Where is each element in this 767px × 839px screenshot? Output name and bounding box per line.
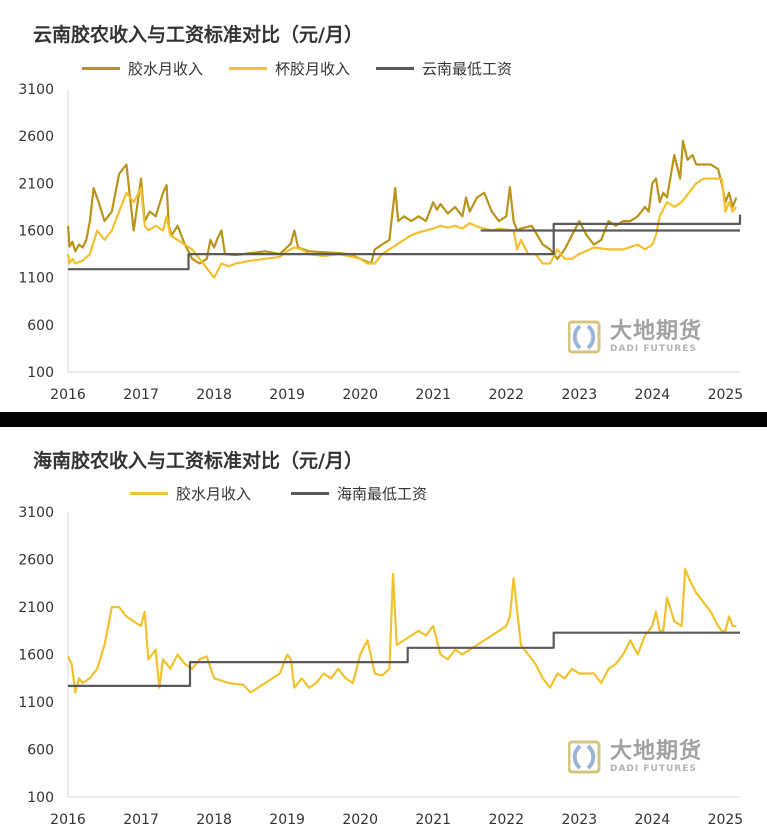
x-tick-label: 2025 xyxy=(708,387,744,403)
series-0 xyxy=(67,567,737,694)
y-tick-label: 1600 xyxy=(18,648,54,664)
yunnan-plot: 100 600 1100 1600 2100 2600 3100 2016 2017 2018 20… xyxy=(18,82,744,403)
series-2 xyxy=(68,229,740,271)
series-1 xyxy=(68,631,740,687)
y-tick-label: 2100 xyxy=(18,176,54,192)
legend-item-cup-lump-income: 杯胶月收入 xyxy=(229,58,350,79)
x-tick-label: 2017 xyxy=(123,387,159,403)
panel-divider xyxy=(0,412,767,427)
watermark: 大地期货 DADI FUTURES xyxy=(568,740,702,774)
legend-label: 云南最低工资 xyxy=(422,60,513,78)
x-tick-label: 2019 xyxy=(269,812,305,828)
x-tick-label: 2023 xyxy=(561,387,597,403)
series-line xyxy=(68,229,740,271)
x-tick-label: 2023 xyxy=(561,812,597,828)
x-tick-label: 2022 xyxy=(488,812,524,828)
chart-legend: 胶水月收入 海南最低工资 xyxy=(130,483,453,504)
series-line xyxy=(480,214,742,232)
y-tick-label: 100 xyxy=(27,365,54,381)
y-tick-label: 1100 xyxy=(18,271,54,287)
legend-label: 杯胶月收入 xyxy=(275,60,351,78)
legend-swatch xyxy=(291,492,330,495)
chart-title: 云南胶农收入与工资标准对比（元/月） xyxy=(33,24,363,46)
watermark-en: DADI FUTURES xyxy=(610,763,697,774)
legend-swatch xyxy=(82,67,120,70)
x-tick-label: 2019 xyxy=(269,387,305,403)
series-1 xyxy=(66,177,738,279)
series-line xyxy=(68,631,740,687)
x-tick-label: 2024 xyxy=(635,387,671,403)
hainan-chart-panel: 海南胶农收入与工资标准对比（元/月） 胶水月收入 海南最低工资 100 600 11… xyxy=(0,427,767,839)
series-line xyxy=(67,567,737,694)
x-tick-label: 2020 xyxy=(342,387,378,403)
legend-item-rubber-water-income: 胶水月收入 xyxy=(82,58,203,79)
watermark-en: DADI FUTURES xyxy=(610,343,697,354)
y-tick-label: 2100 xyxy=(18,600,54,616)
hainan-plot: 100 600 1100 1600 2100 2600 3100 2016 2017 2018 20… xyxy=(18,505,744,828)
series-line xyxy=(66,139,738,265)
y-tick-label: 2600 xyxy=(18,129,54,145)
chart-legend: 胶水月收入 杯胶月收入 云南最低工资 xyxy=(82,58,538,79)
dadi-logo-icon xyxy=(568,320,601,354)
y-tick-label: 3100 xyxy=(18,82,54,98)
chart-title: 海南胶农收入与工资标准对比（元/月） xyxy=(33,450,363,472)
x-tick-label: 2025 xyxy=(708,812,744,828)
x-tick-label: 2018 xyxy=(196,812,232,828)
y-tick-label: 600 xyxy=(27,743,54,759)
watermark-cn: 大地期货 xyxy=(610,318,703,344)
legend-label: 胶水月收入 xyxy=(128,60,204,78)
x-tick-label: 2024 xyxy=(635,812,671,828)
x-tick-label: 2020 xyxy=(342,812,378,828)
legend-label: 海南最低工资 xyxy=(337,485,428,503)
legend-swatch xyxy=(130,492,168,495)
y-tick-label: 1100 xyxy=(18,695,54,711)
x-tick-label: 2021 xyxy=(415,812,451,828)
dadi-logo-icon xyxy=(568,740,601,774)
watermark: 大地期货 DADI FUTURES xyxy=(568,320,702,354)
legend-item-yunnan-min-wage: 云南最低工资 xyxy=(376,58,512,79)
series-3 xyxy=(480,214,742,232)
x-tick-label: 2016 xyxy=(50,387,86,403)
series-0 xyxy=(66,139,738,265)
y-tick-label: 600 xyxy=(27,318,54,334)
legend-label: 胶水月收入 xyxy=(176,485,252,503)
x-tick-label: 2022 xyxy=(488,387,524,403)
legend-swatch xyxy=(229,67,268,70)
x-tick-label: 2018 xyxy=(196,387,232,403)
series-line xyxy=(66,177,738,279)
x-tick-label: 2016 xyxy=(50,812,86,828)
legend-item-rubber-water-income: 胶水月收入 xyxy=(130,483,251,504)
y-tick-label: 3100 xyxy=(18,505,54,521)
y-tick-label: 100 xyxy=(27,790,54,806)
y-tick-label: 1600 xyxy=(18,224,54,240)
legend-item-hainan-min-wage: 海南最低工资 xyxy=(291,483,427,504)
y-tick-label: 2600 xyxy=(18,553,54,569)
watermark-cn: 大地期货 xyxy=(610,738,703,764)
yunnan-chart-panel: 云南胶农收入与工资标准对比（元/月） 胶水月收入 杯胶月收入 云南最低工资 10… xyxy=(0,0,767,412)
x-tick-label: 2017 xyxy=(123,812,159,828)
legend-swatch xyxy=(376,67,415,70)
x-tick-label: 2021 xyxy=(415,387,451,403)
